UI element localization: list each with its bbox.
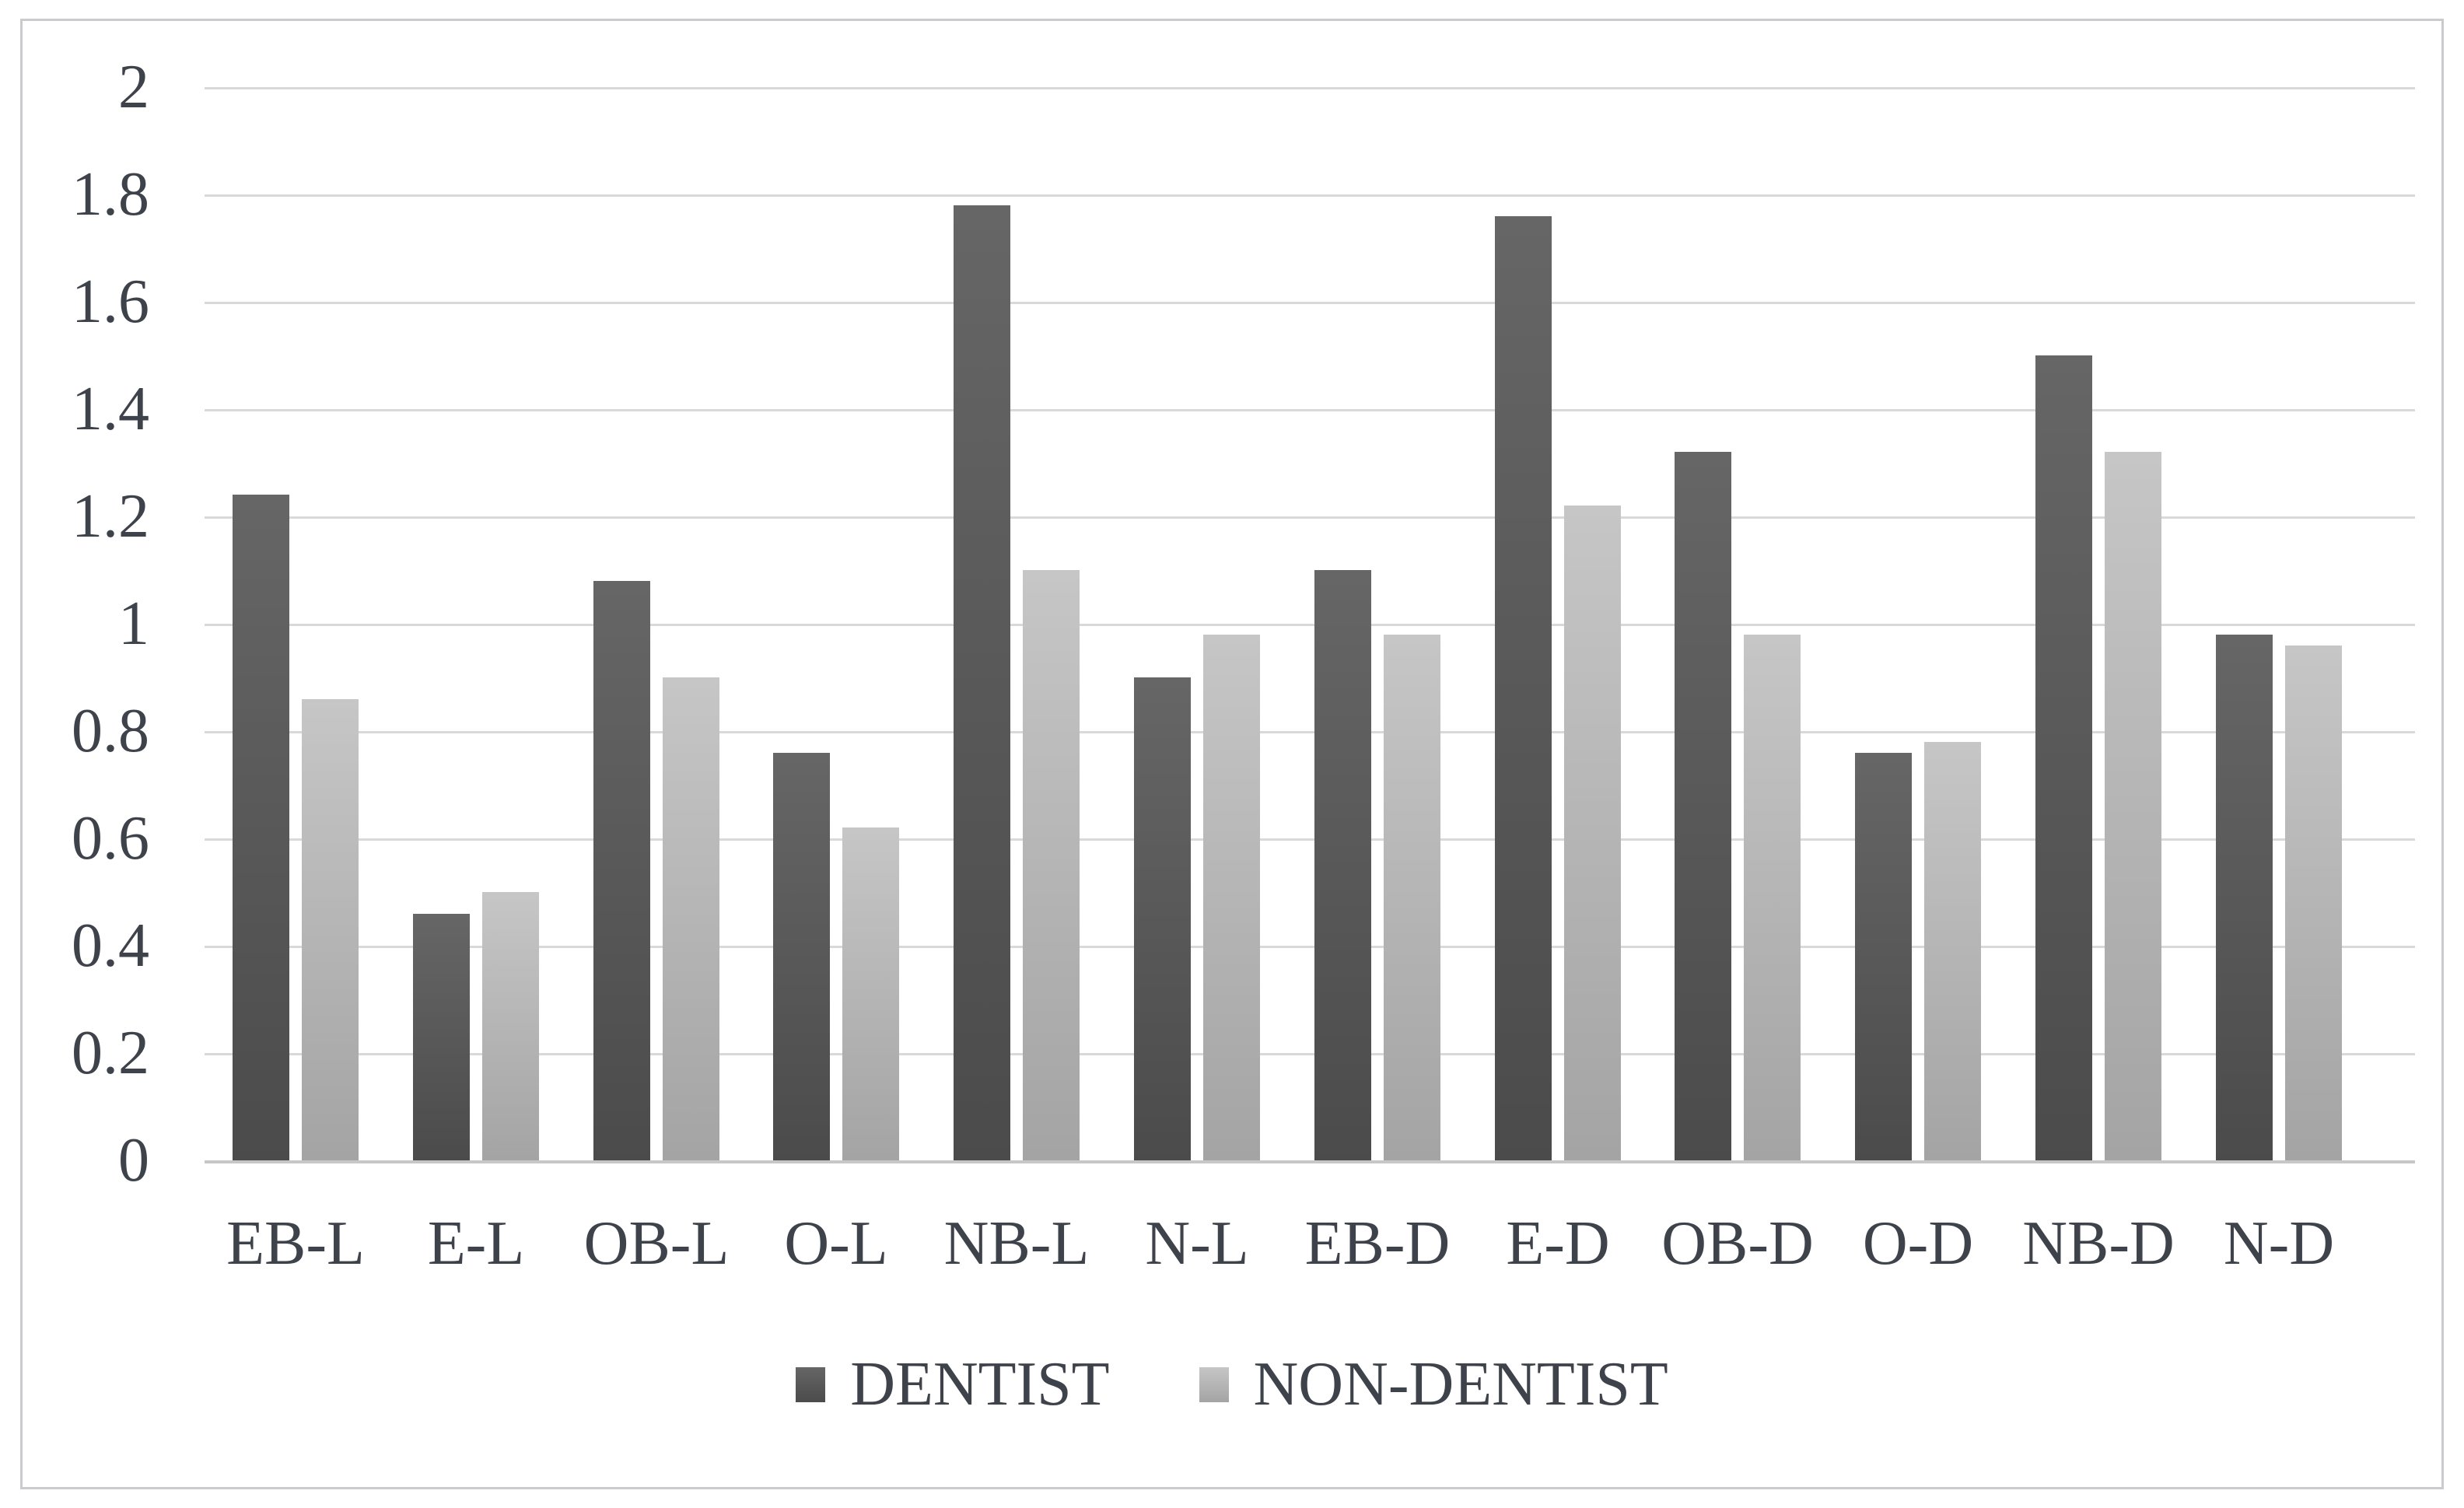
bar-non-dentist-nb-l <box>1023 570 1080 1160</box>
y-gridline <box>205 302 2415 304</box>
y-gridline <box>205 194 2415 197</box>
bar-non-dentist-ob-d <box>1744 635 1801 1160</box>
bar-non-dentist-n-l <box>1203 635 1260 1160</box>
y-gridline <box>205 838 2415 841</box>
bar-dentist-ob-d <box>1675 452 1731 1160</box>
bar-non-dentist-eb-d <box>1384 635 1440 1160</box>
bar-dentist-nb-l <box>954 205 1010 1160</box>
bar-non-dentist-ob-l <box>663 677 719 1160</box>
legend-swatch-icon <box>796 1366 826 1402</box>
bar-dentist-o-d <box>1855 753 1912 1160</box>
y-gridline <box>205 87 2415 89</box>
x-axis-line <box>205 1160 2415 1163</box>
y-gridline <box>205 516 2415 519</box>
bar-dentist-e-d <box>1495 216 1552 1160</box>
bar-non-dentist-e-l <box>482 892 539 1160</box>
bar-non-dentist-o-l <box>842 827 899 1160</box>
bar-non-dentist-eb-l <box>302 699 359 1160</box>
y-gridline <box>205 1053 2415 1055</box>
bar-non-dentist-o-d <box>1924 742 1981 1160</box>
legend-swatch-icon <box>1199 1366 1229 1402</box>
bar-dentist-eb-d <box>1314 570 1371 1160</box>
y-gridline <box>205 946 2415 948</box>
legend-item-non-dentist: NON-DENTIST <box>1199 1352 1668 1417</box>
bar-dentist-o-l <box>773 753 830 1160</box>
legend: DENTIST NON-DENTIST <box>0 1352 2464 1417</box>
legend-item-dentist: DENTIST <box>796 1350 1110 1419</box>
bar-dentist-nb-d <box>2035 355 2092 1160</box>
bar-dentist-n-l <box>1134 677 1191 1160</box>
y-gridline <box>205 409 2415 411</box>
legend-label: NON-DENTIST <box>1253 1350 1668 1419</box>
bar-non-dentist-n-d <box>2285 646 2342 1160</box>
y-gridline <box>205 731 2415 733</box>
y-gridline <box>205 624 2415 626</box>
bar-dentist-n-d <box>2216 635 2273 1160</box>
bar-dentist-ob-l <box>593 581 650 1160</box>
bar-non-dentist-nb-d <box>2105 452 2161 1160</box>
bar-dentist-eb-l <box>233 495 289 1160</box>
bar-non-dentist-e-d <box>1564 506 1621 1160</box>
legend-label: DENTIST <box>850 1350 1110 1419</box>
bar-dentist-e-l <box>413 914 470 1160</box>
